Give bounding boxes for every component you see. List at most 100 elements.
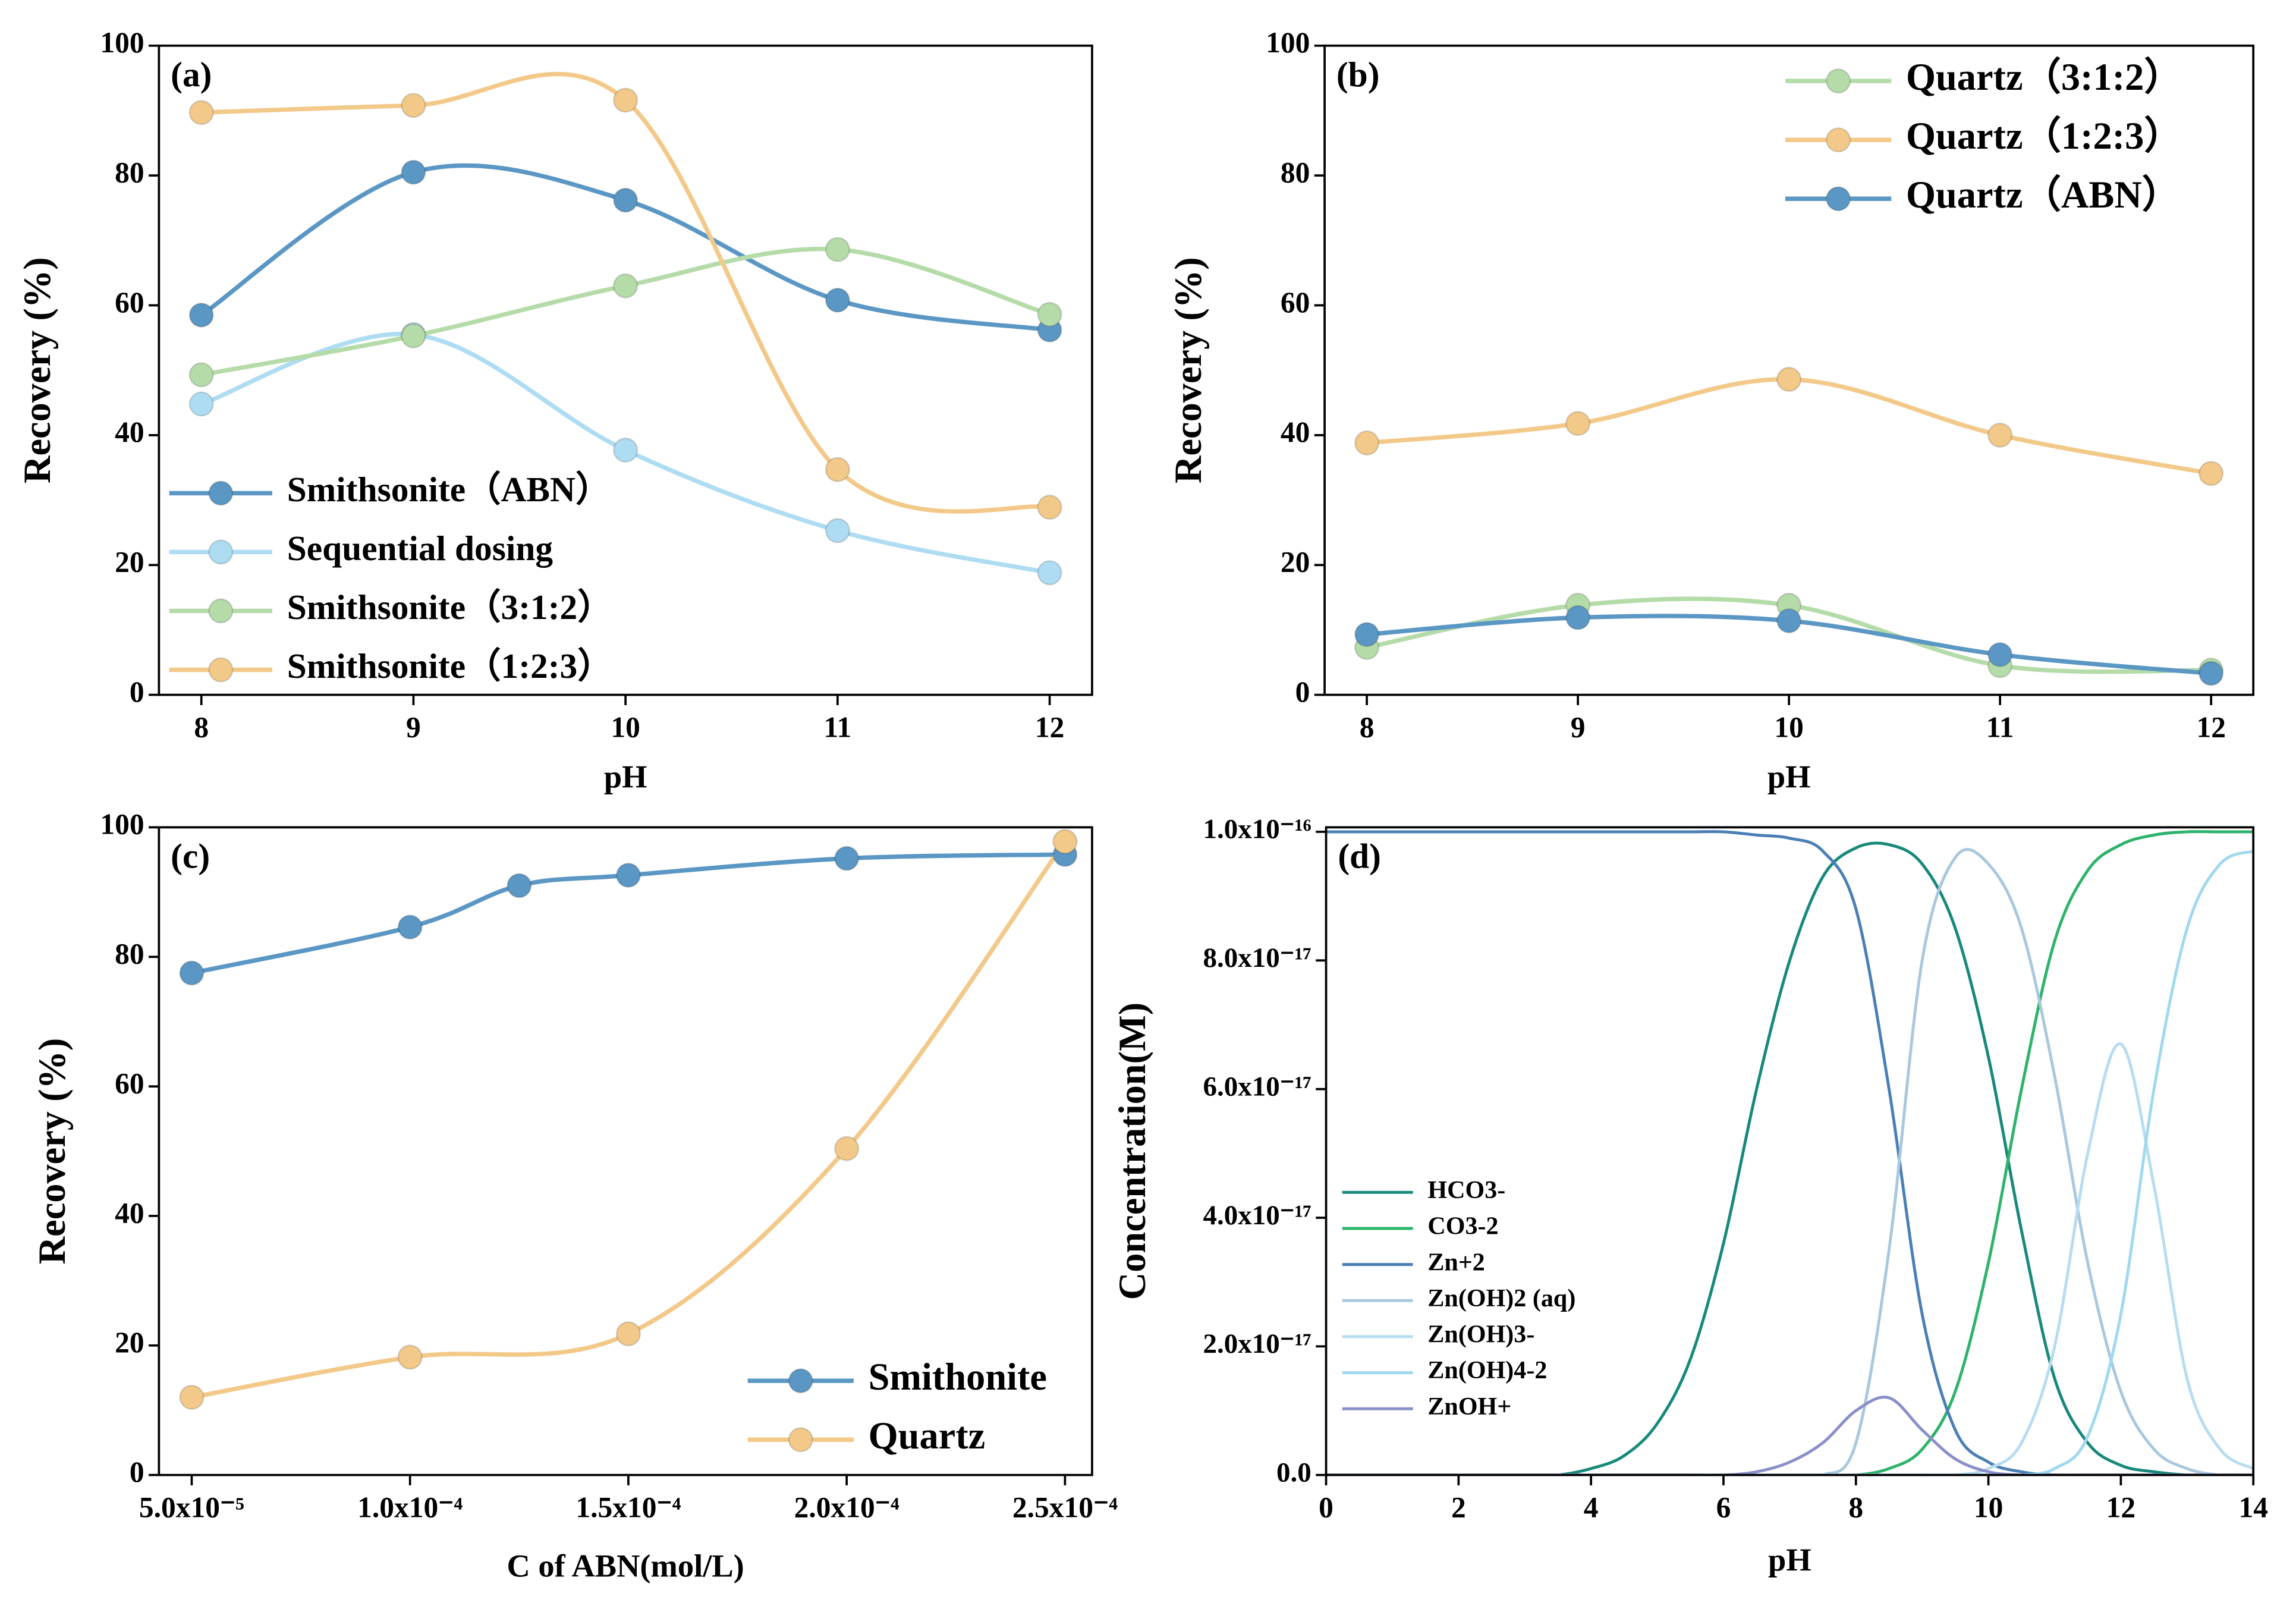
x-tick-label: 10	[611, 711, 640, 743]
data-point	[179, 960, 205, 986]
legend-label: Zn(OH)3-	[1427, 1321, 1534, 1349]
data-point	[2199, 661, 2224, 686]
y-tick-label: 80	[115, 156, 144, 189]
legend-label: Smithsonite（ABN）	[287, 470, 611, 509]
data-point	[1987, 422, 2013, 448]
x-tick-label: 2.0x10⁻⁴	[794, 1491, 899, 1523]
legend-marker	[208, 657, 234, 683]
data-point	[615, 1321, 641, 1347]
data-point	[825, 287, 850, 313]
legend-label: Smithsonite（1:2:3）	[287, 646, 613, 686]
data-point	[2199, 461, 2224, 486]
x-tick-label: 12	[2196, 711, 2226, 743]
panel: 5.0x10⁻⁵ 1.0x10⁻⁴ 1.5x10⁻⁴ 2.0x10⁻⁴ 2.5x10⁻⁴…	[31, 808, 1118, 1584]
legend-label: Zn+2	[1427, 1249, 1484, 1276]
plot-frame	[158, 826, 1093, 1476]
panel: 8 9 10 11 12 0 20 40 60 80 100 pH Recovery (%) (b) Qua…	[1167, 26, 2255, 795]
legend-label: ZnOH+	[1427, 1393, 1511, 1421]
x-tick-label: 10	[1974, 1491, 2004, 1523]
plot-frame	[1325, 826, 2255, 1476]
data-point	[825, 518, 850, 543]
legend-marker	[208, 480, 234, 506]
y-tick-label: 1.0x10⁻¹⁶	[1203, 814, 1311, 845]
y-axis-title: Recovery (%)	[1167, 257, 1209, 483]
data-point	[401, 93, 426, 118]
y-axis-title: Recovery (%)	[31, 1038, 73, 1265]
data-point	[825, 457, 850, 482]
y-tick-label: 0	[130, 1456, 144, 1488]
panel-label: (d)	[1338, 836, 1381, 875]
data-point	[1565, 411, 1591, 436]
y-tick-label: 20	[115, 546, 144, 579]
y-axis-title: Concentration(M)	[1111, 1003, 1153, 1300]
y-tick-label: 40	[115, 1196, 144, 1229]
series-line	[191, 840, 1067, 1400]
x-axis-title: pH	[1768, 1542, 1811, 1578]
data-point	[188, 391, 214, 417]
series-line	[1326, 830, 2254, 1475]
y-axis-title: Recovery (%)	[16, 257, 58, 483]
data-point	[188, 100, 214, 125]
y-tick-label: 100	[1266, 26, 1310, 59]
series-line	[1326, 850, 2254, 1475]
panel-label: (c)	[171, 836, 210, 875]
y-tick-label: 8.0x10⁻¹⁷	[1203, 942, 1311, 973]
data-point	[188, 362, 214, 388]
legend-label: Smithsonite（3:1:2）	[287, 587, 613, 627]
panel: 8 9 10 11 12 0 20 40 60 80 100 pH Recovery (%) (a) Smi…	[16, 26, 1093, 795]
data-point	[397, 1344, 423, 1370]
panel-label: (a)	[171, 55, 212, 94]
panel: 0 2 4 6 8 10 12 14 0.0 2.0x10⁻¹⁷ 4.0x10⁻¹⁷ 6.0x10⁻¹…	[1111, 814, 2268, 1578]
x-tick-label: 6	[1716, 1491, 1731, 1523]
legend-marker	[208, 539, 234, 565]
data-point	[1565, 605, 1591, 630]
y-tick-label: 6.0x10⁻¹⁷	[1203, 1071, 1311, 1102]
data-point	[1776, 608, 1802, 634]
x-axis-title: C of ABN(mol/L)	[507, 1548, 744, 1584]
y-tick-label: 20	[115, 1326, 144, 1359]
x-tick-label: 0	[1319, 1491, 1333, 1523]
y-tick-label: 20	[1281, 546, 1310, 579]
series-line	[1326, 841, 2254, 1475]
y-tick-label: 0	[1295, 675, 1310, 708]
data-point	[397, 915, 423, 940]
data-point	[1354, 430, 1380, 456]
series-line	[1326, 1396, 2254, 1475]
data-point	[1052, 829, 1078, 854]
legend-label: Quartz	[869, 1415, 986, 1457]
data-point	[1037, 301, 1062, 327]
legend-marker	[788, 1368, 813, 1394]
y-tick-label: 100	[100, 26, 144, 59]
data-point	[401, 159, 426, 185]
data-point	[613, 87, 639, 113]
data-point	[188, 302, 214, 328]
x-tick-label: 8	[194, 711, 209, 743]
y-tick-label: 60	[115, 1067, 144, 1099]
data-point	[613, 273, 639, 298]
x-tick-label: 5.0x10⁻⁵	[139, 1491, 244, 1523]
y-tick-label: 60	[115, 286, 144, 319]
y-tick-label: 80	[1281, 156, 1310, 189]
legend-label: HCO3-	[1427, 1177, 1505, 1204]
legend-marker	[1826, 127, 1851, 153]
x-tick-label: 14	[2238, 1491, 2268, 1523]
x-tick-label: 10	[1774, 711, 1804, 743]
data-point	[1354, 621, 1380, 648]
y-tick-label: 100	[100, 808, 144, 841]
data-point	[401, 323, 426, 348]
series-line	[1326, 848, 2254, 1475]
data-point	[1037, 560, 1062, 586]
legend-label: CO3-2	[1427, 1213, 1498, 1240]
x-tick-label: 9	[1571, 711, 1586, 743]
y-tick-label: 4.0x10⁻¹⁷	[1203, 1200, 1311, 1231]
x-tick-label: 4	[1584, 1491, 1599, 1523]
data-point	[613, 187, 639, 213]
x-tick-label: 12	[2106, 1491, 2136, 1523]
data-point	[507, 873, 532, 898]
x-tick-label: 1.0x10⁻⁴	[357, 1491, 463, 1523]
x-axis-title: pH	[604, 759, 647, 795]
series-line	[1366, 377, 2212, 476]
legend-label: Quartz（3:1:2）	[1906, 56, 2182, 98]
